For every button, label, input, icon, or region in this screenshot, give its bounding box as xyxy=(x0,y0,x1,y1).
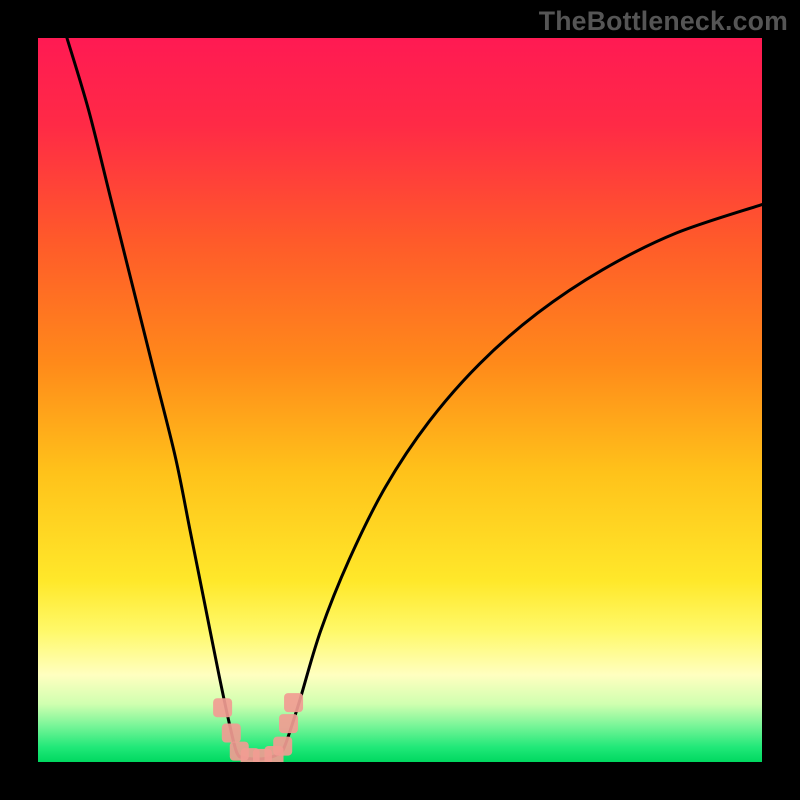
curve-marker xyxy=(273,737,292,756)
bottleneck-curve xyxy=(67,38,762,759)
marker-group xyxy=(213,693,303,762)
curve-marker xyxy=(284,693,303,712)
plot-area xyxy=(38,38,762,762)
curve-marker xyxy=(279,714,298,733)
curve-marker xyxy=(213,698,232,717)
curve-layer xyxy=(38,38,762,762)
watermark-text: TheBottleneck.com xyxy=(539,6,788,37)
curve-marker xyxy=(222,724,241,743)
